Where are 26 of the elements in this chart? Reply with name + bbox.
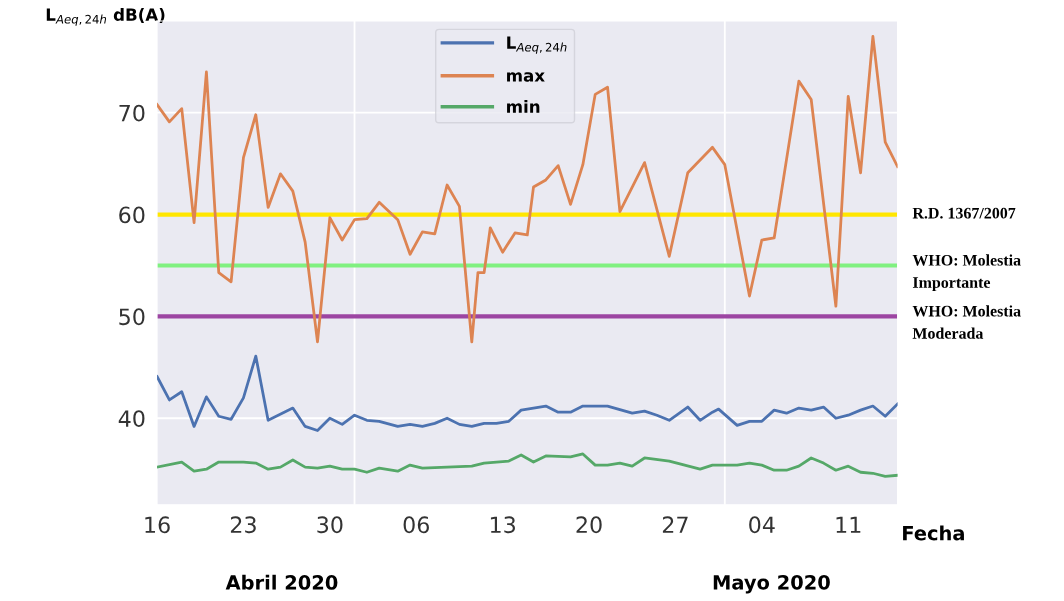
- ref-line-label: R.D. 1367/2007: [912, 207, 1016, 219]
- line-series: [157, 34, 898, 344]
- legend-label: min: [507, 100, 540, 113]
- legend-label: max: [507, 72, 545, 82]
- y-tick-label: 70: [119, 104, 145, 122]
- x-tick-label: 13: [490, 516, 515, 534]
- x-tick-label: 20: [576, 516, 602, 534]
- ref-line-label: WHO: Molestia Importante: [912, 254, 1021, 292]
- legend-label: L$_{Aeq,24h}$: [507, 36, 567, 54]
- x-tick-label: 04: [749, 516, 775, 534]
- x-tick-label: 23: [230, 516, 256, 534]
- text: Mayo 2020: [713, 574, 830, 594]
- y-tick-label: 50: [119, 308, 145, 326]
- x-axis-title: Fecha: [903, 525, 964, 541]
- y-tick-label: 40: [118, 410, 145, 428]
- text: Abril 2020: [225, 574, 338, 590]
- x-tick-label: 27: [662, 516, 688, 533]
- ref-line-label: WHO: Molestia Moderada: [912, 305, 1021, 339]
- x-tick-label: 11: [836, 516, 861, 533]
- x-tick-label: 30: [317, 516, 343, 534]
- y-axis-title: L$_{Aeq,24h}$ dB(A): [46, 8, 165, 26]
- y-tick-label: 60: [119, 206, 145, 224]
- line-series: [157, 452, 898, 478]
- x-tick-label: 06: [403, 516, 429, 534]
- line-series: [157, 354, 898, 432]
- x-tick-label: 16: [145, 516, 170, 534]
